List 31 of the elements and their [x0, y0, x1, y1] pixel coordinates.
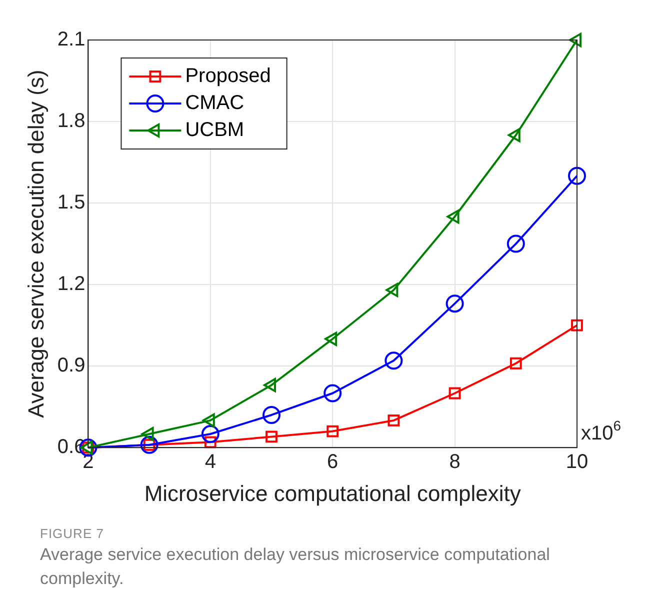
y-tick-label: 1.8	[57, 110, 86, 132]
point	[568, 166, 586, 185]
point	[201, 425, 220, 444]
text: Average service execution delay versus microservice computational complexity.	[40, 544, 551, 590]
point	[510, 357, 522, 370]
point	[266, 430, 278, 443]
x-tick-label: 10	[566, 451, 588, 474]
point	[446, 294, 464, 313]
x-tick-label: 8	[449, 451, 460, 474]
legend-label: CMAC	[185, 92, 244, 114]
point	[326, 425, 339, 438]
legend-label: UCBM	[185, 119, 244, 142]
point	[140, 436, 158, 454]
x-tick-label: 6	[327, 451, 338, 474]
point	[506, 234, 525, 253]
point	[388, 414, 400, 426]
y-tick-label: 1.2	[57, 273, 86, 296]
legend-label: Proposed	[185, 65, 271, 88]
point	[324, 384, 342, 402]
x-tick-label: 4	[204, 451, 216, 474]
y-tick-label: 2.1	[57, 28, 86, 51]
y-axis-title: Average service execution delay (s)	[23, 70, 48, 418]
point	[204, 436, 216, 448]
point	[262, 406, 280, 424]
point	[571, 319, 583, 332]
point	[448, 387, 461, 400]
point	[384, 352, 403, 370]
caption: FIGURE 7	[40, 526, 105, 541]
y-tick-label: 1.5	[57, 192, 86, 214]
y-tick-label: 0.9	[57, 354, 86, 377]
x-axis-title: Microservice computational complexity	[144, 480, 521, 506]
